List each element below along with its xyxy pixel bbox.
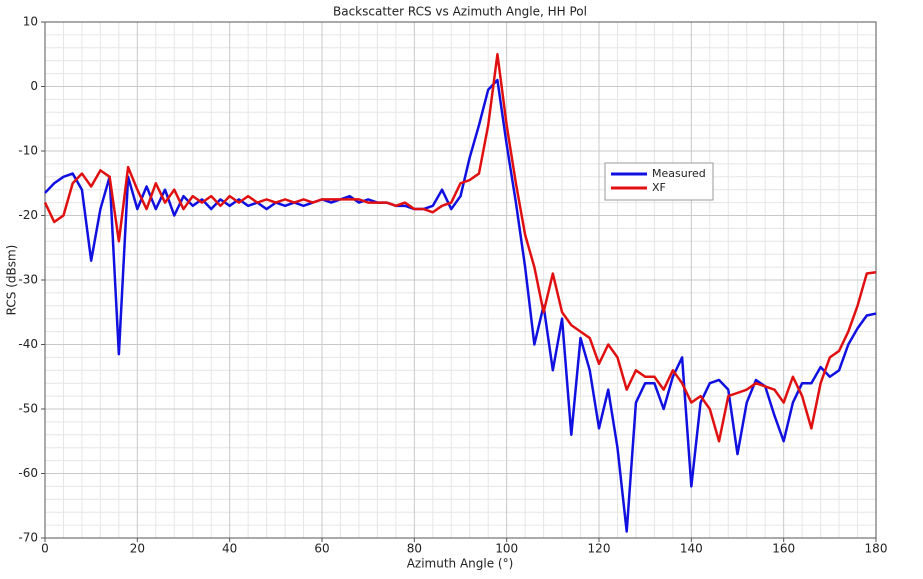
legend-label: Measured: [652, 167, 706, 180]
x-tick-label: 20: [130, 542, 145, 556]
chart-title: Backscatter RCS vs Azimuth Angle, HH Pol: [333, 5, 587, 19]
legend-box: [604, 162, 714, 201]
x-tick-label: 160: [772, 542, 795, 556]
y-tick-label: -20: [18, 208, 38, 222]
x-tick-label: 80: [407, 542, 422, 556]
x-tick-label: 0: [41, 542, 49, 556]
x-axis-label: Azimuth Angle (°): [407, 557, 514, 571]
y-tick-label: -70: [18, 531, 38, 545]
x-tick-label: 40: [222, 542, 237, 556]
x-tick-label: 180: [865, 542, 888, 556]
y-tick-label: -30: [18, 273, 38, 287]
y-tick-label: -60: [18, 466, 38, 480]
y-tick-label: -50: [18, 402, 38, 416]
x-tick-label: 140: [680, 542, 703, 556]
y-tick-label: -40: [18, 337, 38, 351]
y-tick-label: -10: [18, 144, 38, 158]
data-line: [43, 53, 877, 443]
x-tick-label: 120: [588, 542, 611, 556]
plot-frame: [44, 21, 877, 539]
y-axis-label: RCS (dBsm): [5, 245, 19, 316]
y-tick-label: 0: [30, 79, 38, 93]
y-tick-label: 10: [23, 15, 38, 29]
x-tick-label: 100: [495, 542, 518, 556]
x-tick-label: 60: [314, 542, 329, 556]
legend-label: XF: [652, 181, 666, 194]
data-line: [44, 78, 877, 533]
